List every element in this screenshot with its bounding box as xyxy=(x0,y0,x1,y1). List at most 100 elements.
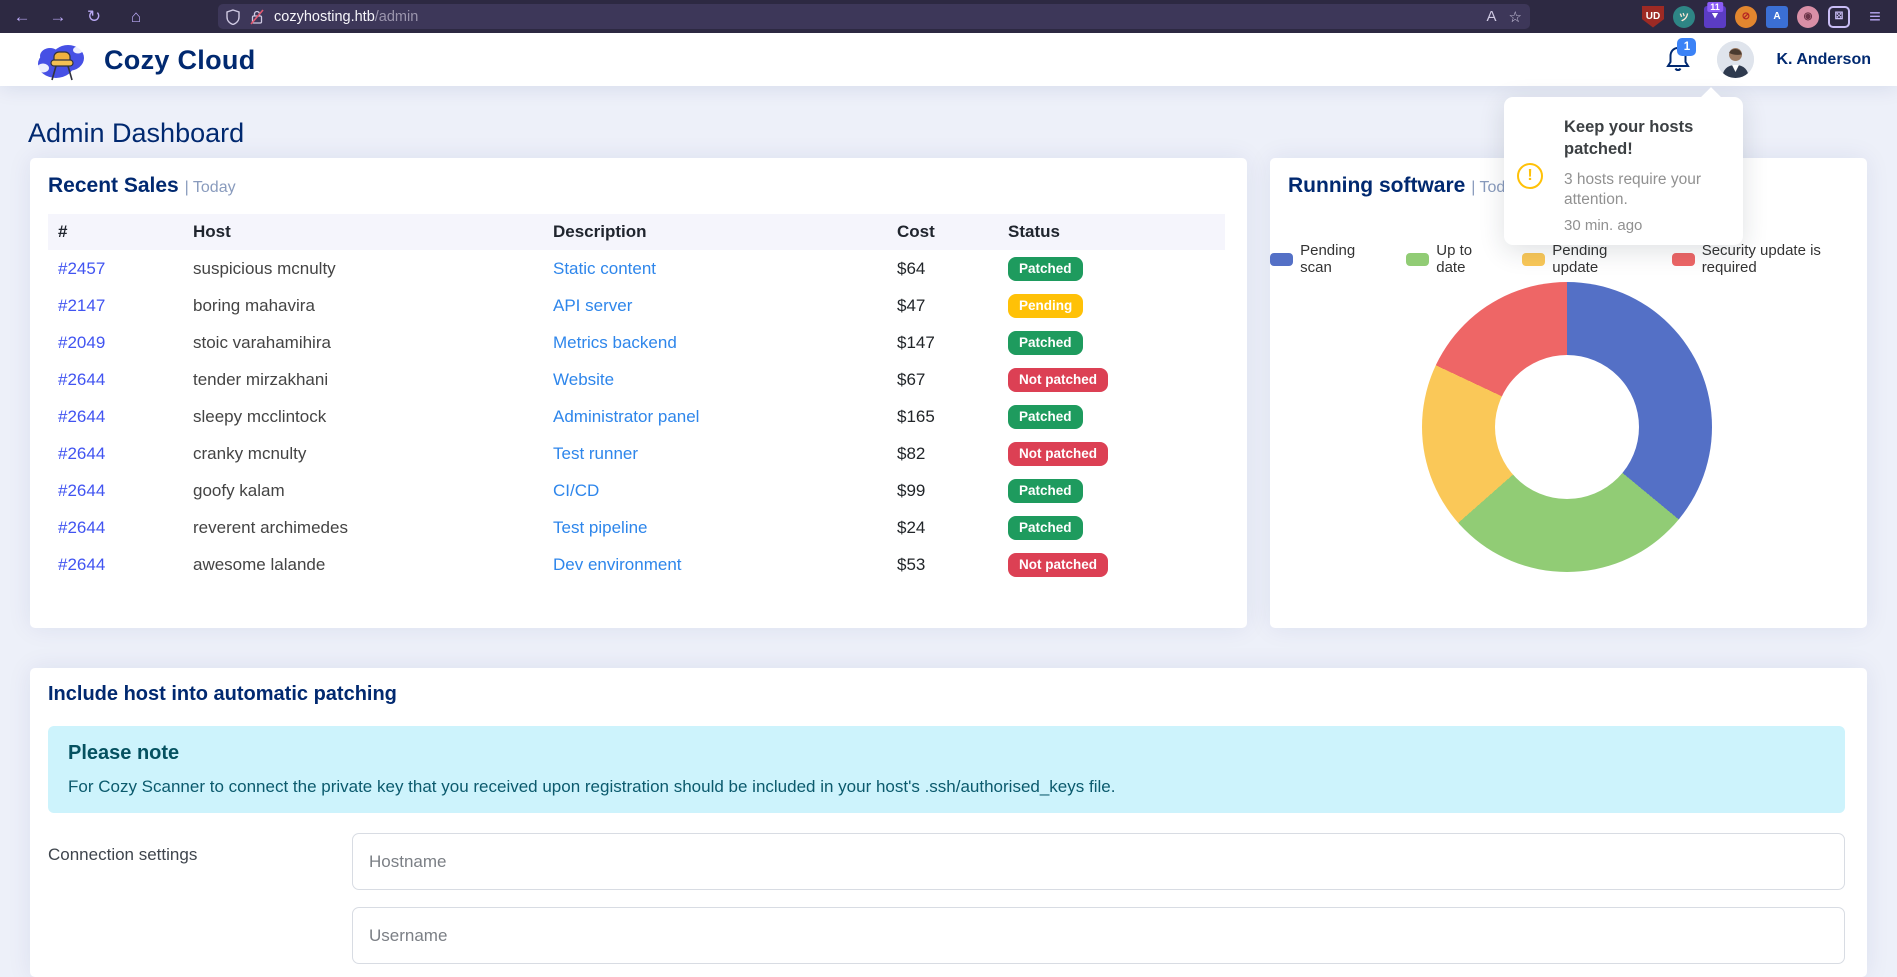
connection-settings-form: Connection settings xyxy=(30,833,1867,964)
sale-host: awesome lalande xyxy=(193,554,326,574)
sale-cost: $67 xyxy=(897,369,926,389)
translate-extension-icon[interactable]: A xyxy=(1766,5,1788,28)
url-domain: cozyhosting.htb xyxy=(274,8,375,25)
user-name[interactable]: K. Anderson xyxy=(1776,50,1871,68)
status-badge: Patched xyxy=(1008,330,1083,355)
reload-icon[interactable]: ↻ xyxy=(86,6,102,26)
legend-item[interactable]: Up to date xyxy=(1406,242,1500,276)
sale-id-link[interactable]: #2457 xyxy=(58,258,106,278)
sale-id-link[interactable]: #2644 xyxy=(58,443,106,463)
extension-count-badge: 11 xyxy=(1707,1,1723,12)
url-text: cozyhosting.htb/admin xyxy=(274,9,418,25)
status-badge: Not patched xyxy=(1008,552,1109,577)
table-row: #2644 tender mirzakhani Website $67 Not … xyxy=(48,361,1225,398)
menu-hamburger-icon[interactable]: ≡ xyxy=(1869,5,1881,28)
url-path: /admin xyxy=(374,8,419,25)
col-status: Status xyxy=(1008,222,1060,241)
legend-label: Pending update xyxy=(1552,242,1608,276)
donut-chart[interactable] xyxy=(1422,282,1712,572)
recent-sales-title-text: Recent Sales xyxy=(48,174,179,197)
address-bar[interactable]: cozyhosting.htb/admin A ☆ xyxy=(218,4,1530,29)
sale-cost: $99 xyxy=(897,480,926,500)
legend-item[interactable]: Pending update xyxy=(1522,242,1649,276)
table-row: #2049 stoic varahamihira Metrics backend… xyxy=(48,324,1225,361)
sale-description-link[interactable]: Administrator panel xyxy=(553,406,700,426)
sale-id-link[interactable]: #2644 xyxy=(58,517,106,537)
popup-caret xyxy=(1701,87,1721,107)
table-row: #2644 reverent archimedes Test pipeline … xyxy=(48,509,1225,546)
sales-table-header: # Host Description Cost Status xyxy=(48,214,1225,250)
sale-host: cranky mcnulty xyxy=(193,443,307,463)
sale-description-link[interactable]: Metrics backend xyxy=(553,332,677,352)
tracking-shield-icon[interactable] xyxy=(226,8,240,25)
col-description: Description xyxy=(553,222,647,241)
sale-description-link[interactable]: Test pipeline xyxy=(553,517,648,537)
recent-sales-filter[interactable]: | Today xyxy=(184,179,236,196)
notification-popup[interactable]: ! Keep your hosts patched! 3 hosts requi… xyxy=(1504,87,1743,245)
sale-id-link[interactable]: #2644 xyxy=(58,554,106,574)
home-icon[interactable]: ⌂ xyxy=(130,6,142,26)
status-badge: Patched xyxy=(1008,478,1083,503)
sale-id-link[interactable]: #2644 xyxy=(58,369,106,389)
notifications-bell-icon[interactable]: 1 xyxy=(1665,37,1697,75)
bookmark-star-icon[interactable]: ☆ xyxy=(1508,8,1522,26)
sale-description-link[interactable]: API server xyxy=(553,295,633,315)
hostname-input[interactable] xyxy=(352,833,1845,890)
sale-id-link[interactable]: #2147 xyxy=(58,295,106,315)
notification-title: Keep your hosts patched! xyxy=(1564,118,1694,158)
status-badge: Patched xyxy=(1008,515,1083,540)
chart-legend: Pending scan Up to date Pending update Secu… xyxy=(1270,242,1867,276)
status-badge: Not patched xyxy=(1008,367,1109,392)
legend-item[interactable]: Pending scan xyxy=(1270,242,1384,276)
extension-strip: UD ツ ⯆ 11 ⊘ A ◉ ⚄ ≡ xyxy=(1642,0,1889,33)
notification-message: 3 hosts require your attention. xyxy=(1564,170,1701,208)
legend-label: Up to date xyxy=(1436,242,1473,276)
sale-description-link[interactable]: Static content xyxy=(553,258,657,278)
sale-cost: $53 xyxy=(897,554,926,574)
sale-description-link[interactable]: Dev environment xyxy=(553,554,682,574)
sale-cost: $64 xyxy=(897,258,926,278)
insecure-lock-icon[interactable] xyxy=(249,8,265,25)
forward-icon[interactable]: → xyxy=(49,6,67,26)
sale-cost: $165 xyxy=(897,406,935,426)
sale-description-link[interactable]: Website xyxy=(553,369,615,389)
sale-description-link[interactable]: Test runner xyxy=(553,443,639,463)
noscript-ball-icon[interactable]: ⊘ xyxy=(1735,5,1757,28)
legend-item[interactable]: Security update is required xyxy=(1671,242,1867,276)
legend-marker xyxy=(1270,252,1294,266)
sale-id-link[interactable]: #2049 xyxy=(58,332,106,352)
connection-settings-label: Connection settings xyxy=(48,845,198,864)
table-row: #2457 suspicious mcnulty Static content … xyxy=(48,250,1225,287)
sale-id-link[interactable]: #2644 xyxy=(58,480,106,500)
sale-host: suspicious mcnulty xyxy=(193,258,336,278)
legend-label: Pending scan xyxy=(1300,242,1356,276)
sale-host: sleepy mcclintock xyxy=(193,406,327,426)
table-row: #2147 boring mahavira API server $47 Pen… xyxy=(48,287,1225,324)
status-badge: Pending xyxy=(1008,293,1084,318)
sales-table: # Host Description Cost Status #2457 sus… xyxy=(48,214,1225,583)
browser-toolbar: ← → ↻ ⌂ cozyhosting.htb/admin A ☆ UD ツ ⯆ 11… xyxy=(0,0,1897,33)
back-icon[interactable]: ← xyxy=(13,6,31,26)
sale-host: stoic varahamihira xyxy=(193,332,331,352)
username-input[interactable] xyxy=(352,907,1845,964)
sale-id-link[interactable]: #2644 xyxy=(58,406,106,426)
sale-description-link[interactable]: CI/CD xyxy=(553,480,600,500)
legend-marker xyxy=(1671,252,1695,266)
user-avatar[interactable] xyxy=(1717,41,1755,78)
avatar-extension-icon[interactable]: ◉ xyxy=(1797,5,1819,28)
extensions-puzzle-icon[interactable]: ⚄ xyxy=(1828,5,1850,28)
hacker-face-icon[interactable]: ツ xyxy=(1673,5,1695,28)
sale-host: tender mirzakhani xyxy=(193,369,329,389)
notification-count-badge: 1 xyxy=(1677,37,1697,56)
downloads-arrows-icon[interactable]: ⯆ 11 xyxy=(1704,1,1726,28)
sale-cost: $47 xyxy=(897,295,926,315)
page-title: Admin Dashboard xyxy=(28,118,245,148)
ublock-shield-icon[interactable]: UD xyxy=(1642,5,1664,28)
col-host: Host xyxy=(193,222,231,241)
info-alert-title: Please note xyxy=(68,742,180,764)
table-row: #2644 awesome lalande Dev environment $5… xyxy=(48,546,1225,583)
page-translate-icon[interactable]: A xyxy=(1486,8,1497,25)
brand[interactable]: Cozy Cloud xyxy=(34,38,256,82)
table-row: #2644 goofy kalam CI/CD $99 Patched xyxy=(48,472,1225,509)
